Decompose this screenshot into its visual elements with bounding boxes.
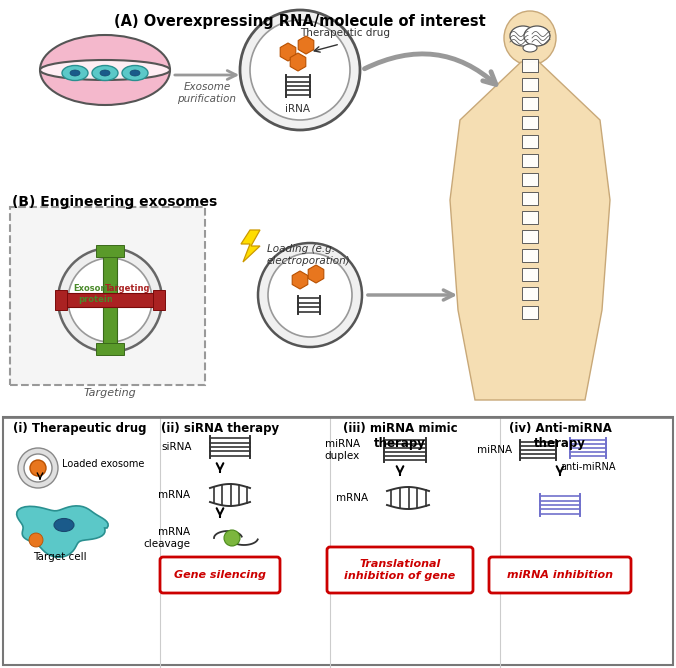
Text: iRNA: iRNA xyxy=(285,104,310,114)
Ellipse shape xyxy=(54,518,74,532)
Bar xyxy=(522,287,538,300)
Circle shape xyxy=(58,248,162,352)
Circle shape xyxy=(240,10,360,130)
Circle shape xyxy=(29,533,43,547)
Circle shape xyxy=(68,258,152,342)
Bar xyxy=(522,211,538,224)
Text: (iv) Anti-miRNA
therapy: (iv) Anti-miRNA therapy xyxy=(508,422,611,450)
Text: mRNA: mRNA xyxy=(336,493,368,503)
Text: Exosome
purification: Exosome purification xyxy=(178,82,237,104)
Bar xyxy=(96,343,124,355)
Text: anti-miRNA: anti-miRNA xyxy=(560,462,616,472)
Ellipse shape xyxy=(40,35,170,105)
Bar xyxy=(153,290,165,310)
Bar xyxy=(522,116,538,129)
Bar xyxy=(522,268,538,281)
Bar xyxy=(60,293,160,307)
Ellipse shape xyxy=(100,70,110,76)
Bar xyxy=(522,59,538,72)
Text: (B) Engineering exosomes: (B) Engineering exosomes xyxy=(12,195,217,209)
Text: mRNA
cleavage: mRNA cleavage xyxy=(143,527,190,549)
Bar xyxy=(522,230,538,243)
Ellipse shape xyxy=(92,65,118,81)
Bar xyxy=(522,135,538,148)
FancyBboxPatch shape xyxy=(160,557,280,593)
Polygon shape xyxy=(241,230,260,262)
Text: (i) Therapeutic drug: (i) Therapeutic drug xyxy=(14,422,147,435)
Text: mRNA: mRNA xyxy=(158,490,190,500)
Bar xyxy=(96,245,124,257)
Text: Targeting: Targeting xyxy=(84,388,137,398)
Bar xyxy=(522,78,538,91)
Ellipse shape xyxy=(130,70,140,76)
Bar xyxy=(522,306,538,319)
Text: Targeting
protein: Targeting protein xyxy=(105,285,151,304)
Text: Target cell: Target cell xyxy=(33,552,87,562)
Text: Therapeutic drug: Therapeutic drug xyxy=(300,28,390,38)
Circle shape xyxy=(258,243,362,347)
Text: miRNA: miRNA xyxy=(477,445,512,455)
Circle shape xyxy=(18,448,58,488)
Text: miRNA inhibition: miRNA inhibition xyxy=(507,570,613,580)
Bar xyxy=(522,154,538,167)
Circle shape xyxy=(24,454,52,482)
Ellipse shape xyxy=(510,26,536,46)
Text: (A) Overexpressing RNA/molecule of interest: (A) Overexpressing RNA/molecule of inter… xyxy=(114,14,486,29)
Bar xyxy=(522,249,538,262)
Circle shape xyxy=(250,20,350,120)
Ellipse shape xyxy=(122,65,148,81)
Text: (iii) miRNA mimic
therapy: (iii) miRNA mimic therapy xyxy=(343,422,457,450)
Text: siRNA: siRNA xyxy=(162,442,192,452)
FancyBboxPatch shape xyxy=(327,547,473,593)
Polygon shape xyxy=(450,62,610,400)
Text: Loaded exosome: Loaded exosome xyxy=(62,459,145,469)
FancyBboxPatch shape xyxy=(489,557,631,593)
Text: Loading (e.g.
electroporation): Loading (e.g. electroporation) xyxy=(267,244,351,266)
Bar xyxy=(55,290,67,310)
Ellipse shape xyxy=(70,70,80,76)
Text: Exosomal
protein: Exosomal protein xyxy=(74,285,118,304)
Text: miRNA
duplex: miRNA duplex xyxy=(324,439,360,461)
Circle shape xyxy=(268,253,352,337)
Bar xyxy=(3,417,673,665)
Bar xyxy=(10,207,205,385)
Bar xyxy=(522,173,538,186)
Circle shape xyxy=(30,460,46,476)
Ellipse shape xyxy=(62,65,88,81)
Text: Translational
inhibition of gene: Translational inhibition of gene xyxy=(344,559,456,580)
Text: (ii) siRNA therapy: (ii) siRNA therapy xyxy=(161,422,279,435)
Ellipse shape xyxy=(40,60,170,80)
Bar xyxy=(103,250,117,350)
Circle shape xyxy=(224,530,240,546)
Ellipse shape xyxy=(504,11,556,65)
Ellipse shape xyxy=(524,26,550,46)
Polygon shape xyxy=(17,506,108,557)
Text: Gene silencing: Gene silencing xyxy=(174,570,266,580)
Bar xyxy=(522,192,538,205)
Ellipse shape xyxy=(523,44,537,52)
Bar xyxy=(522,97,538,110)
